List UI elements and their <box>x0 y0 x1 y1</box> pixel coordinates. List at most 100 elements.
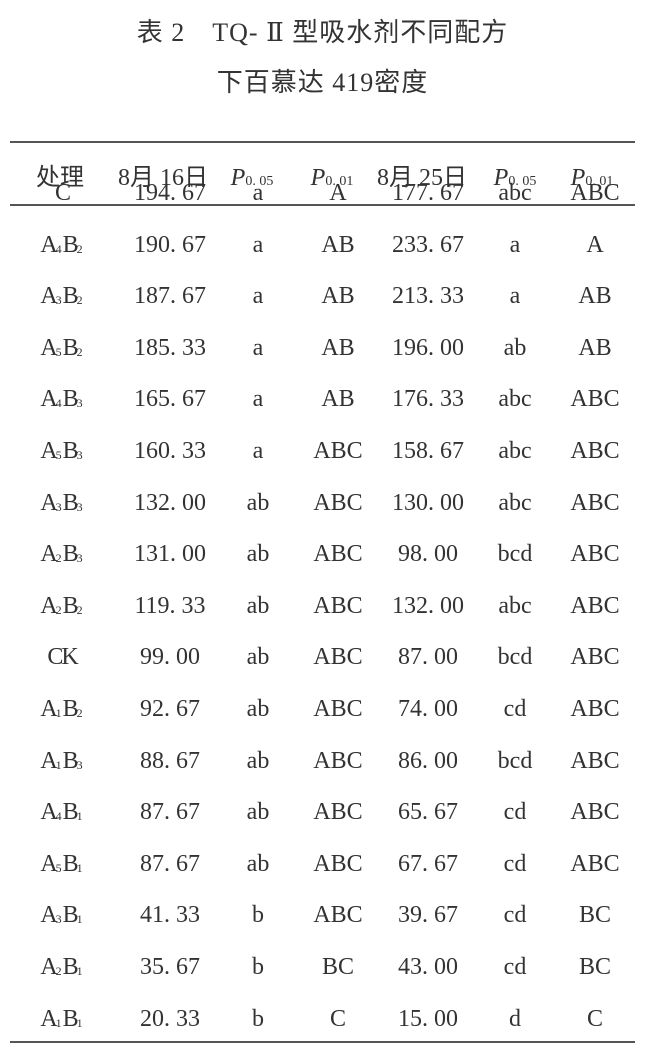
p005-aug16-cell: b <box>252 954 264 980</box>
treatment-cell: A3B2 <box>40 283 82 310</box>
p005-aug16-cell: ab <box>246 644 270 671</box>
header-p001-2: P0. 01 <box>570 165 614 191</box>
value-aug25-cell: 87. 00 <box>398 644 458 671</box>
p001-aug25-cell: BC <box>578 902 612 929</box>
p005-aug16-cell: b <box>252 1005 264 1032</box>
p005-aug25-cell: a <box>509 231 521 258</box>
value-aug25-cell: 132. 00 <box>392 592 464 619</box>
p001-aug16-cell: AB <box>321 334 355 361</box>
p001-aug16-cell: ABC <box>313 438 363 464</box>
value-aug16-cell: 165. 67 <box>134 386 206 413</box>
value-aug25-cell: 177. 67 <box>392 180 464 206</box>
p005-aug16-cell: ab <box>246 592 270 619</box>
p001-aug25-cell: ABC <box>570 489 620 516</box>
table-row: A3B2 187. 67 a AB 213. 33 a AB <box>0 276 645 316</box>
bottom-rule <box>10 1041 635 1043</box>
p001-aug25-cell: AB <box>578 334 612 361</box>
p001-aug16-cell: ABC <box>313 902 363 929</box>
treatment-cell: A1B3 <box>40 747 82 774</box>
p005-aug16-cell: ab <box>246 696 270 722</box>
p005-aug25-cell: cd <box>503 954 527 980</box>
value-aug16-cell: 185. 33 <box>134 334 206 361</box>
value-aug25-cell: 67. 67 <box>398 850 458 877</box>
value-aug25-cell: 213. 33 <box>392 283 464 310</box>
value-aug25-cell: 39. 67 <box>398 902 458 929</box>
p001-aug25-cell: ABC <box>570 592 620 619</box>
p001-aug25-cell: ABC <box>570 180 620 206</box>
value-aug16-cell: 20. 33 <box>140 1005 200 1032</box>
p005-aug25-cell: abc <box>498 489 532 516</box>
table-row: A3B3 132. 00 ab ABC 130. 00 abc ABC <box>0 483 645 523</box>
value-aug16-cell: 88. 67 <box>140 747 200 774</box>
p005-aug16-cell: ab <box>246 541 270 568</box>
p001-aug25-cell: ABC <box>570 799 620 826</box>
table-row: A1B2 92. 67 ab ABC 74. 00 cd ABC <box>0 689 645 729</box>
p001-aug25-cell: A <box>586 231 604 258</box>
table-row: CK 99. 00 ab ABC 87. 00 bcd ABC <box>0 637 645 677</box>
table-row: C 194. 67 a A 177. 67 abc ABC <box>0 173 645 213</box>
p001-aug25-cell: ABC <box>570 644 620 671</box>
p001-aug16-cell: BC <box>321 954 355 980</box>
p005-aug25-cell: bcd <box>497 541 533 568</box>
value-aug25-cell: 86. 00 <box>398 747 458 774</box>
header-row: 处理 8月 16日 P0. 05 P0. 01 8月 25日 P0. 05 P0… <box>0 158 645 198</box>
table-row: A5B3 160. 33 a ABC 158. 67 abc ABC <box>0 431 645 471</box>
table-title-line1: 表 2 TQ- Ⅱ 型吸水剂不同配方 <box>136 18 509 47</box>
p001-aug16-cell: ABC <box>313 850 363 877</box>
p001-aug25-cell: ABC <box>570 696 620 722</box>
value-aug16-cell: 99. 00 <box>140 644 200 671</box>
p005-aug16-cell: a <box>252 231 264 258</box>
treatment-cell: A5B1 <box>40 850 82 877</box>
table-row: A4B1 87. 67 ab ABC 65. 67 cd ABC <box>0 792 645 832</box>
header-p005-2: P0. 05 <box>493 165 537 191</box>
p001-aug25-cell: ABC <box>570 438 620 464</box>
value-aug25-cell: 98. 00 <box>398 541 458 568</box>
header-p001-1: P0. 01 <box>310 165 354 191</box>
table-row: A4B3 165. 67 a AB 176. 33 abc ABC <box>0 379 645 419</box>
value-aug16-cell: 92. 67 <box>140 696 200 722</box>
value-aug16-cell: 187. 67 <box>134 283 206 310</box>
header-p005-1: P0. 05 <box>230 165 274 191</box>
p001-aug25-cell: ABC <box>570 386 620 413</box>
p001-aug16-cell: ABC <box>313 747 363 774</box>
value-aug16-cell: 131. 00 <box>134 541 206 568</box>
table-row: A5B2 185. 33 a AB 196. 00 ab AB <box>0 328 645 368</box>
treatment-cell: A2B3 <box>40 541 82 568</box>
table-row: A1B3 88. 67 ab ABC 86. 00 bcd ABC <box>0 741 645 781</box>
p001-aug16-cell: C <box>329 1005 347 1032</box>
treatment-cell: A2B1 <box>40 954 82 980</box>
p001-aug16-cell: ABC <box>313 696 363 722</box>
p005-aug25-cell: a <box>509 283 521 310</box>
table-row: A1B1 20. 33 b C 15. 00 d C <box>0 999 645 1039</box>
value-aug16-cell: 35. 67 <box>140 954 200 980</box>
p005-aug16-cell: a <box>252 180 264 206</box>
p005-aug16-cell: ab <box>246 489 270 516</box>
p001-aug16-cell: ABC <box>313 541 363 568</box>
p005-aug25-cell: cd <box>503 902 527 929</box>
p001-aug25-cell: BC <box>578 954 612 980</box>
p001-aug16-cell: ABC <box>313 592 363 619</box>
value-aug16-cell: 41. 33 <box>140 902 200 929</box>
table-row: A3B1 41. 33 b ABC 39. 67 cd BC <box>0 895 645 935</box>
value-aug25-cell: 158. 67 <box>392 438 464 464</box>
p001-aug25-cell: ABC <box>570 541 620 568</box>
value-aug25-cell: 43. 00 <box>398 954 458 980</box>
treatment-cell: A4B1 <box>40 799 82 826</box>
table-row: A2B1 35. 67 b BC 43. 00 cd BC <box>0 947 645 987</box>
p001-aug16-cell: AB <box>321 386 355 413</box>
p005-aug25-cell: abc <box>498 438 532 464</box>
p005-aug25-cell: abc <box>498 386 532 413</box>
table-row: A2B2 119. 33 ab ABC 132. 00 abc ABC <box>0 586 645 626</box>
header-date2: 8月 25日 <box>377 165 467 191</box>
p005-aug25-cell: bcd <box>497 747 533 774</box>
treatment-cell: A5B3 <box>40 438 82 464</box>
p001-aug16-cell: ABC <box>313 799 363 826</box>
treatment-cell: A1B1 <box>40 1005 82 1032</box>
table-row: A2B3 131. 00 ab ABC 98. 00 bcd ABC <box>0 534 645 574</box>
p001-aug16-cell: ABC <box>313 489 363 516</box>
value-aug25-cell: 196. 00 <box>392 334 464 361</box>
treatment-cell: C <box>54 180 71 206</box>
p001-aug16-cell: AB <box>321 283 355 310</box>
p001-aug25-cell: AB <box>578 283 612 310</box>
value-aug16-cell: 194. 67 <box>134 180 206 206</box>
